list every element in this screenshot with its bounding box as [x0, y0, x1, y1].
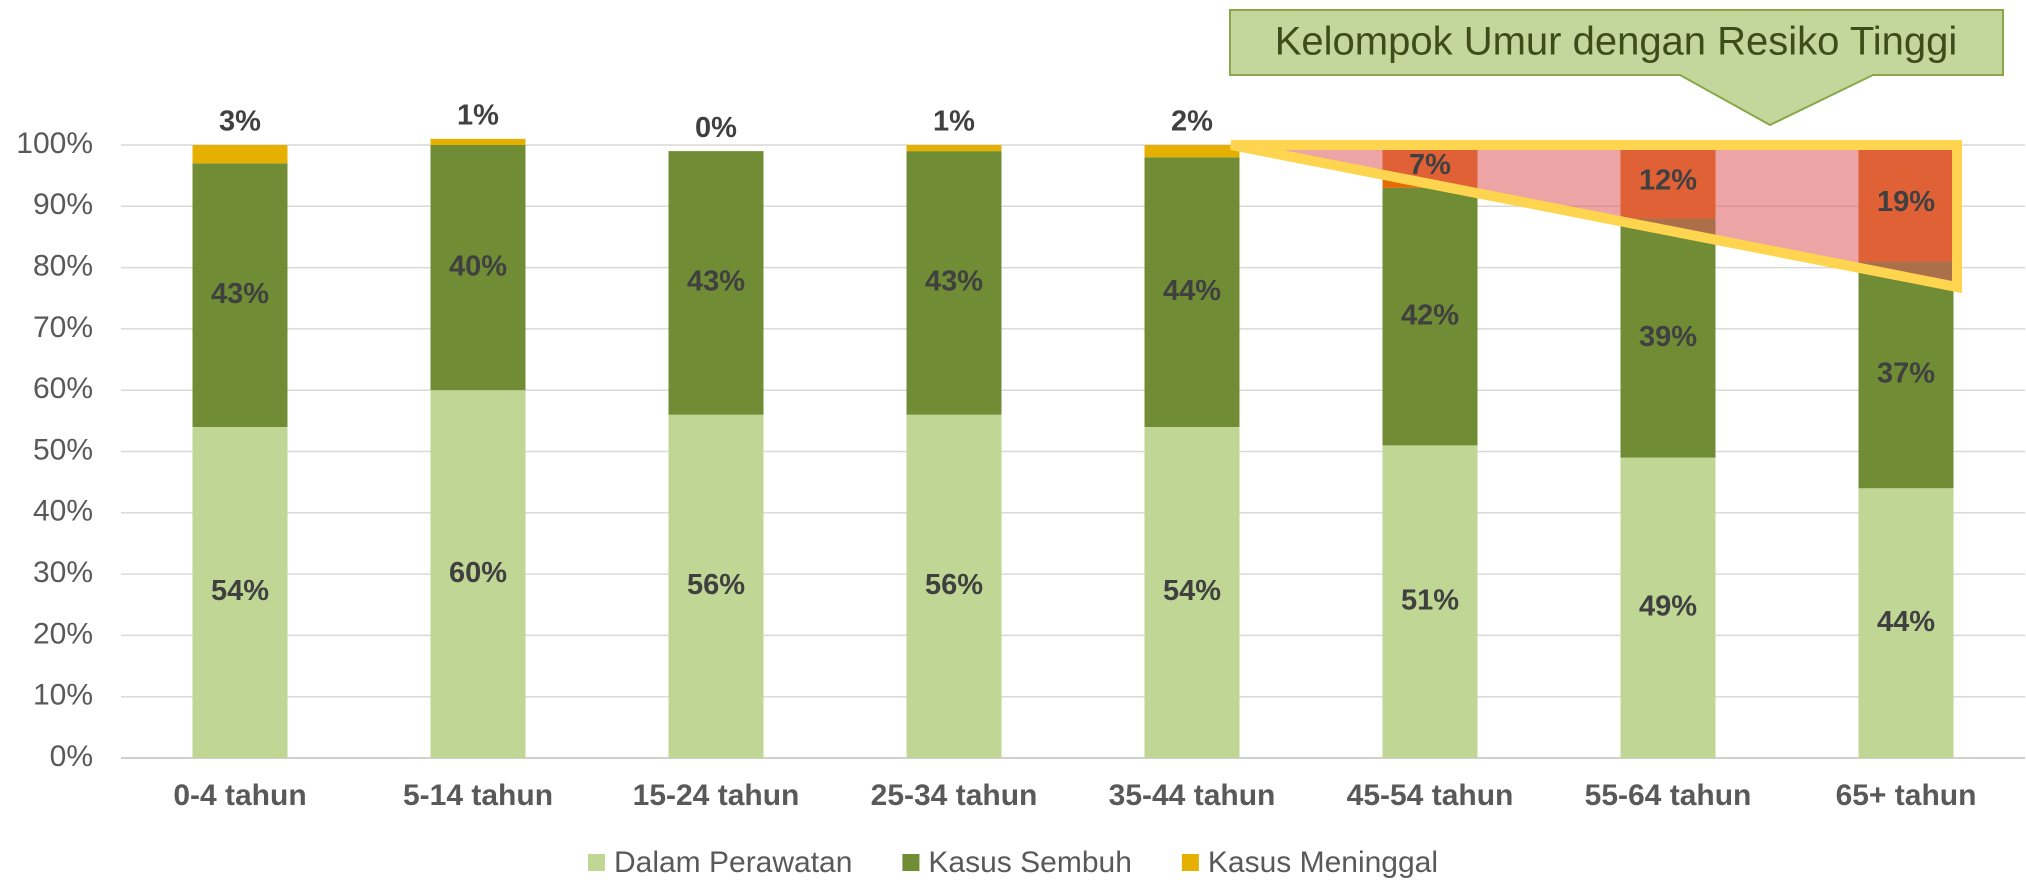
y-tick-label: 30%	[33, 556, 93, 589]
bar-segment	[1144, 157, 1240, 427]
bar-segment	[906, 145, 1002, 152]
highlight-triangle	[1230, 140, 1962, 294]
annotation: Kelompok Umur dengan Resiko Tinggi	[1275, 20, 1958, 64]
value-label: 7%	[1409, 149, 1451, 181]
value-label: 12%	[1639, 164, 1697, 196]
bar-segment	[430, 138, 526, 145]
value-label: 56%	[687, 569, 745, 601]
bar-segment	[192, 163, 288, 427]
x-tick-label: 35-44 tahun	[1109, 779, 1276, 812]
bar-segment	[1620, 457, 1716, 758]
value-label: 44%	[1163, 275, 1221, 307]
x-tick-label: 45-54 tahun	[1347, 779, 1514, 812]
legend-label: Kasus Meninggal	[1208, 846, 1438, 879]
bar-segment	[1382, 187, 1478, 446]
y-tick-label: 10%	[33, 679, 93, 712]
value-label: 51%	[1401, 584, 1459, 616]
value-label: 56%	[925, 569, 983, 601]
value-label: 1%	[933, 106, 975, 138]
value-label: 0%	[695, 112, 737, 144]
bar-segment	[668, 151, 764, 415]
y-tick-label: 60%	[33, 372, 93, 405]
bar-segment	[668, 414, 764, 758]
bar-segment	[430, 145, 526, 391]
callout-box	[1229, 9, 2004, 127]
x-tick-label: 5-14 tahun	[403, 779, 553, 812]
bar-segment	[906, 414, 1002, 758]
value-label: 44%	[1877, 606, 1935, 638]
value-label: 60%	[449, 557, 507, 589]
x-tick-label: 25-34 tahun	[871, 779, 1038, 812]
value-label: 19%	[1877, 186, 1935, 218]
value-label: 54%	[211, 575, 269, 607]
y-tick-label: 0%	[50, 740, 93, 773]
x-tick-label: 55-64 tahun	[1585, 779, 1752, 812]
legend-swatch	[587, 854, 605, 871]
legend-label: Dalam Perawatan	[614, 846, 852, 879]
x-tick-label: 65+ tahun	[1836, 779, 1977, 812]
y-tick-label: 90%	[33, 188, 93, 221]
y-tick-label: 40%	[33, 495, 93, 528]
x-tick-label: 0-4 tahun	[173, 779, 306, 812]
legend-label: Kasus Sembuh	[928, 846, 1131, 879]
y-tick-label: 100%	[16, 127, 93, 160]
value-label: 39%	[1639, 321, 1697, 353]
y-tick-label: 20%	[33, 617, 93, 650]
y-tick-label: 70%	[33, 311, 93, 344]
bar-segment	[430, 390, 526, 758]
x-tick-label: 15-24 tahun	[633, 779, 800, 812]
bar-segment	[1382, 445, 1478, 758]
value-label: 2%	[1171, 106, 1213, 138]
legend-swatch	[902, 854, 920, 871]
bar-segment	[1858, 261, 1954, 489]
bar-segment	[1144, 145, 1240, 158]
value-label: 42%	[1401, 299, 1459, 331]
value-label: 43%	[925, 266, 983, 298]
value-label: 54%	[1163, 575, 1221, 607]
value-label: 43%	[687, 266, 745, 298]
bar-segment	[192, 145, 288, 164]
value-label: 37%	[1877, 358, 1935, 390]
bar-segment	[1620, 218, 1716, 458]
value-label: 40%	[449, 250, 507, 282]
value-label: 43%	[211, 278, 269, 310]
labels: 0% 10% 20% 30% 40% 50% 60% 70% 80% 90% 100% 0-4 tah…	[16, 100, 1976, 812]
legend-swatch	[1181, 854, 1199, 871]
value-label: 1%	[457, 100, 499, 132]
bar-segment	[1858, 488, 1954, 758]
bar-segment	[1144, 426, 1240, 758]
value-label: 3%	[219, 106, 261, 138]
value-label: 49%	[1639, 590, 1697, 622]
bar-segment	[906, 151, 1002, 415]
bars	[192, 138, 1954, 758]
bar-segment	[192, 426, 288, 758]
y-tick-label: 50%	[33, 433, 93, 466]
y-tick-label: 80%	[33, 250, 93, 283]
